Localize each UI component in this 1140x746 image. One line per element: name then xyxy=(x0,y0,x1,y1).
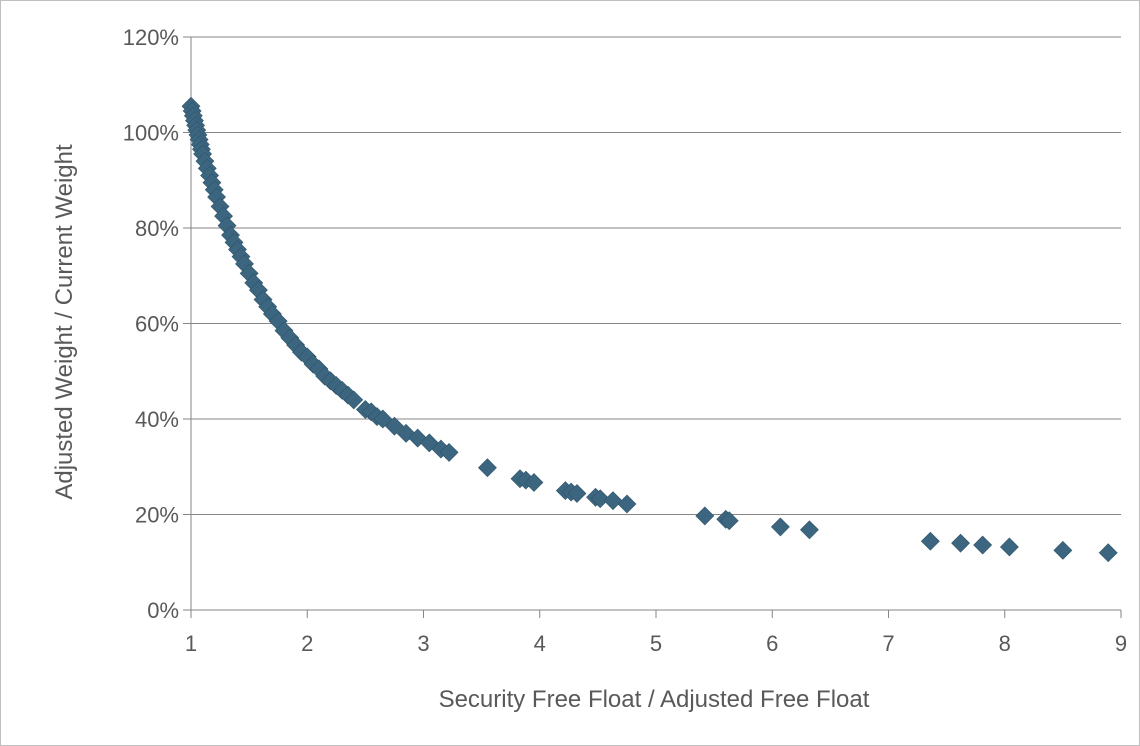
data-point xyxy=(590,489,610,509)
y-axis-tick-labels: 0% 20% 40% 60% 80% 100% 120% xyxy=(123,25,179,623)
x-tick-label: 7 xyxy=(882,631,894,656)
y-tick-label: 100% xyxy=(123,121,179,146)
data-point xyxy=(770,517,790,537)
data-point xyxy=(478,458,497,478)
data-point xyxy=(973,535,993,555)
data-point xyxy=(439,443,459,462)
data-point xyxy=(800,520,819,540)
y-axis-title: Adjusted Weight / Current Weight xyxy=(51,144,78,500)
y-tick-label: 40% xyxy=(135,407,179,432)
x-tick-label: 2 xyxy=(301,631,313,656)
y-tick-label: 0% xyxy=(147,598,179,623)
data-points xyxy=(181,96,1118,563)
data-point xyxy=(920,531,940,551)
data-point xyxy=(373,409,393,429)
y-tick-label: 120% xyxy=(123,25,179,50)
data-point xyxy=(603,491,623,511)
data-point xyxy=(567,484,587,503)
x-tick-label: 6 xyxy=(766,631,778,656)
x-tick-label: 8 xyxy=(999,631,1011,656)
data-point xyxy=(999,537,1019,557)
data-point xyxy=(385,416,404,436)
data-point xyxy=(617,494,637,514)
y-tick-label: 20% xyxy=(135,503,179,528)
data-point xyxy=(1053,540,1073,560)
y-tick-label: 60% xyxy=(135,312,179,337)
x-tick-label: 4 xyxy=(534,631,546,656)
x-tick-label: 5 xyxy=(650,631,662,656)
data-point xyxy=(695,506,715,526)
y-tick-label: 80% xyxy=(135,216,179,241)
data-point xyxy=(951,533,970,553)
gridlines xyxy=(191,36,1121,515)
x-axis-title: Security Free Float / Adjusted Free Floa… xyxy=(439,686,870,713)
data-point xyxy=(1098,543,1118,563)
x-tick-label: 9 xyxy=(1115,631,1127,656)
x-tick-label: 3 xyxy=(417,631,429,656)
data-point xyxy=(719,511,739,531)
x-axis-tick-labels: 1 2 3 4 5 6 7 8 9 xyxy=(185,631,1127,656)
data-point xyxy=(344,390,364,410)
data-point xyxy=(524,473,544,492)
x-tick-label: 1 xyxy=(185,631,197,656)
